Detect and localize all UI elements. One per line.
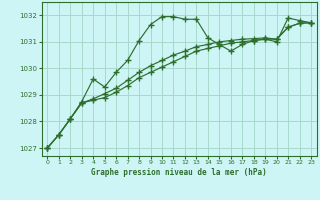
X-axis label: Graphe pression niveau de la mer (hPa): Graphe pression niveau de la mer (hPa): [91, 168, 267, 177]
